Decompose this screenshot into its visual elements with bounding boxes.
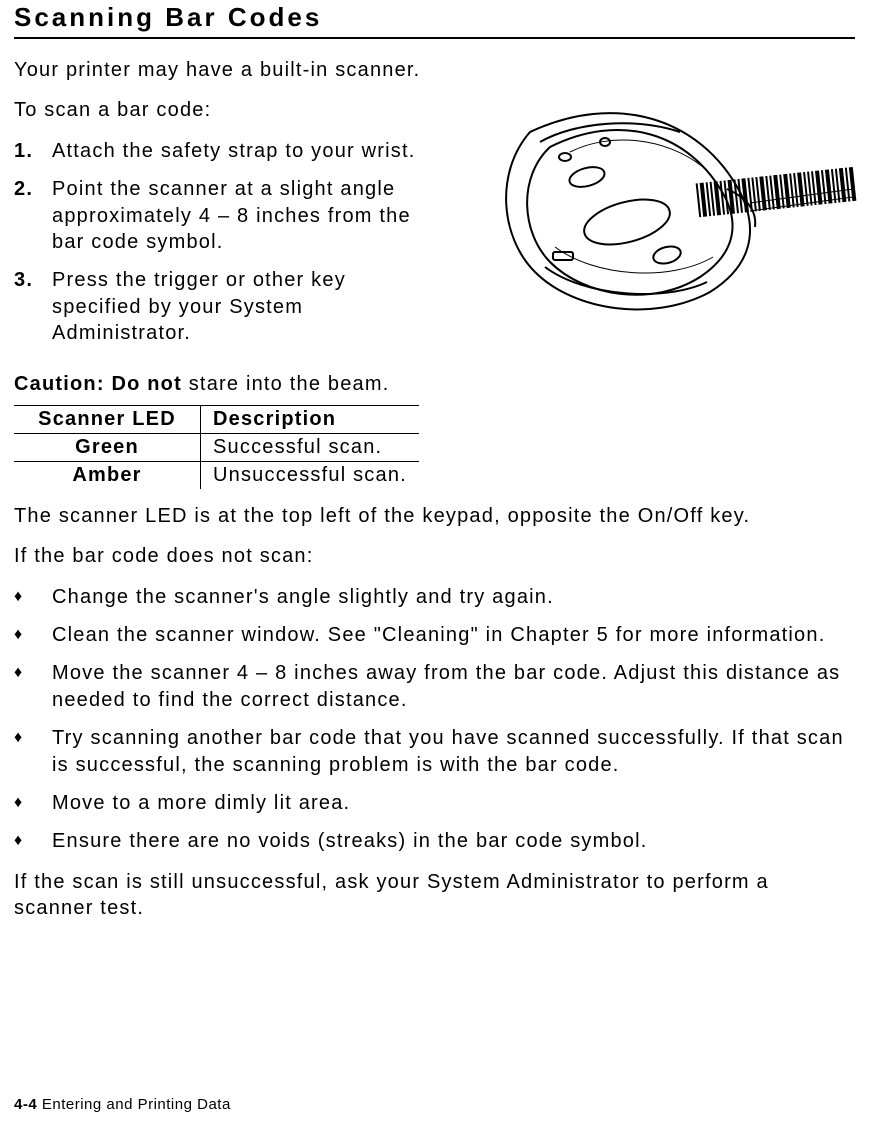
scanner-illustration <box>455 97 855 322</box>
led-green-label: Green <box>14 433 201 461</box>
bullet-3-text: Move the scanner 4 – 8 inches away from … <box>52 660 855 713</box>
step-2-number: 2. <box>14 176 52 255</box>
bullet-5: ♦ Move to a more dimly lit area. <box>14 790 855 816</box>
bullet-2-text: Clean the scanner window. See "Cleaning"… <box>52 622 855 648</box>
step-3: 3. Press the trigger or other key specif… <box>14 267 439 346</box>
bullet-2: ♦ Clean the scanner window. See "Cleanin… <box>14 622 855 648</box>
caution-bold: Do not <box>111 373 182 395</box>
if-not-scan-intro: If the bar code does not scan: <box>14 543 855 569</box>
still-unsuccessful: If the scan is still unsuccessful, ask y… <box>14 869 855 922</box>
diamond-icon: ♦ <box>14 622 52 648</box>
step-3-number: 3. <box>14 267 52 346</box>
bullet-6: ♦ Ensure there are no voids (streaks) in… <box>14 828 855 854</box>
step-1-text: Attach the safety strap to your wrist. <box>52 138 439 164</box>
page-heading: Scanning Bar Codes <box>14 2 855 39</box>
diamond-icon: ♦ <box>14 828 52 854</box>
diamond-icon: ♦ <box>14 725 52 778</box>
step-2-text: Point the scanner at a slight angle appr… <box>52 176 439 255</box>
led-table-header-1: Scanner LED <box>14 405 201 433</box>
bullet-4: ♦ Try scanning another bar code that you… <box>14 725 855 778</box>
caution-rest: stare into the beam. <box>189 373 390 395</box>
led-amber-desc: Unsuccessful scan. <box>201 461 419 489</box>
footer-title: Entering and Printing Data <box>37 1096 231 1113</box>
diamond-icon: ♦ <box>14 660 52 713</box>
diamond-icon: ♦ <box>14 584 52 610</box>
diamond-icon: ♦ <box>14 790 52 816</box>
led-amber-label: Amber <box>14 461 201 489</box>
scanner-figure <box>455 97 855 322</box>
bullet-6-text: Ensure there are no voids (streaks) in t… <box>52 828 855 854</box>
bullet-5-text: Move to a more dimly lit area. <box>52 790 855 816</box>
bullet-1: ♦ Change the scanner's angle slightly an… <box>14 584 855 610</box>
step-1-number: 1. <box>14 138 52 164</box>
led-green-desc: Successful scan. <box>201 433 419 461</box>
bullet-3: ♦ Move the scanner 4 – 8 inches away fro… <box>14 660 855 713</box>
caution-label: Caution: <box>14 373 111 395</box>
step-3-text: Press the trigger or other key specified… <box>52 267 439 346</box>
page-footer: 4-4 Entering and Printing Data <box>14 1096 231 1113</box>
caution-line: Caution: Do not stare into the beam. <box>14 371 855 397</box>
bullet-4-text: Try scanning another bar code that you h… <box>52 725 855 778</box>
led-table: Scanner LED Description Green Successful… <box>14 405 419 489</box>
footer-page-number: 4-4 <box>14 1096 37 1113</box>
table-row: Green Successful scan. <box>14 433 419 461</box>
table-row: Amber Unsuccessful scan. <box>14 461 419 489</box>
led-table-header-2: Description <box>201 405 419 433</box>
step-2: 2. Point the scanner at a slight angle a… <box>14 176 439 255</box>
intro-paragraph: Your printer may have a built-in scanner… <box>14 57 855 83</box>
step-1: 1. Attach the safety strap to your wrist… <box>14 138 439 164</box>
bullet-1-text: Change the scanner's angle slightly and … <box>52 584 855 610</box>
led-note: The scanner LED is at the top left of th… <box>14 503 855 529</box>
